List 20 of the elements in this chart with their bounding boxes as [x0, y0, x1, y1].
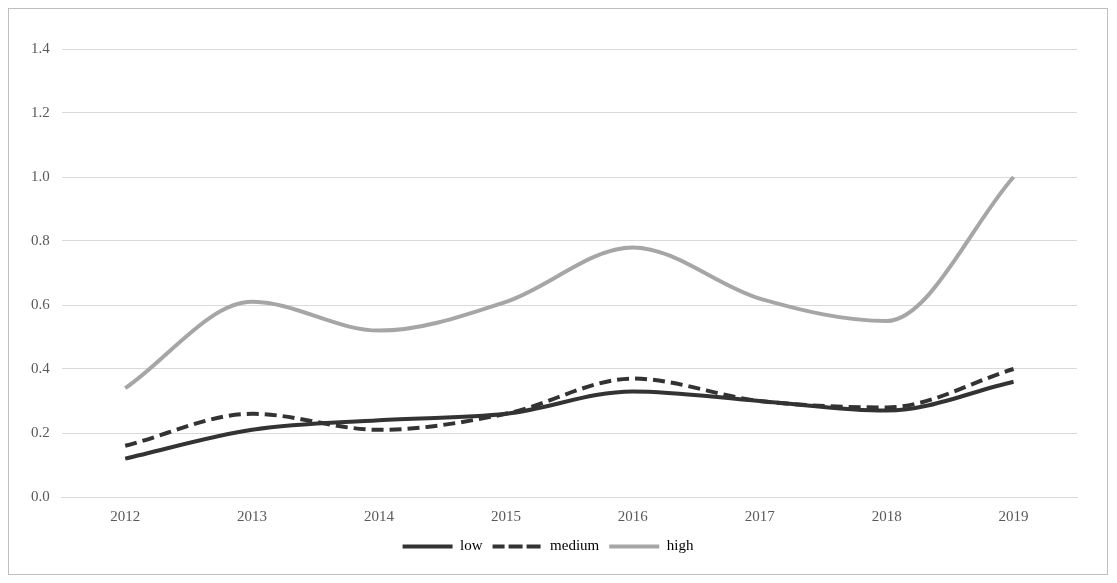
x-tick-label: 2012: [110, 507, 141, 524]
y-tick-label: 0.6: [31, 295, 51, 312]
x-tick-label: 2016: [617, 507, 649, 524]
y-tick-label: 0.4: [31, 359, 51, 376]
x-tick-label: 2014: [364, 507, 395, 524]
line-series: [123, 175, 1016, 391]
legend-label: high: [666, 537, 694, 554]
y-tick-label: 0.0: [31, 487, 50, 504]
x-tick-label: 2019: [998, 507, 1029, 524]
y-tick-label: 0.8: [31, 231, 50, 248]
y-tick-label: 0.2: [31, 423, 50, 440]
x-tick-label: 2018: [871, 507, 902, 524]
y-tick-label: 1.4: [31, 39, 51, 56]
x-tick-label: 2017: [744, 507, 776, 524]
y-tick-label: 1.2: [31, 103, 50, 120]
x-tick-label: 2015: [490, 507, 521, 524]
x-tick-label: 2013: [237, 507, 268, 524]
legend-label: low: [460, 537, 483, 554]
legend-label: medium: [550, 537, 600, 554]
y-tick-label: 1.0: [31, 167, 50, 184]
